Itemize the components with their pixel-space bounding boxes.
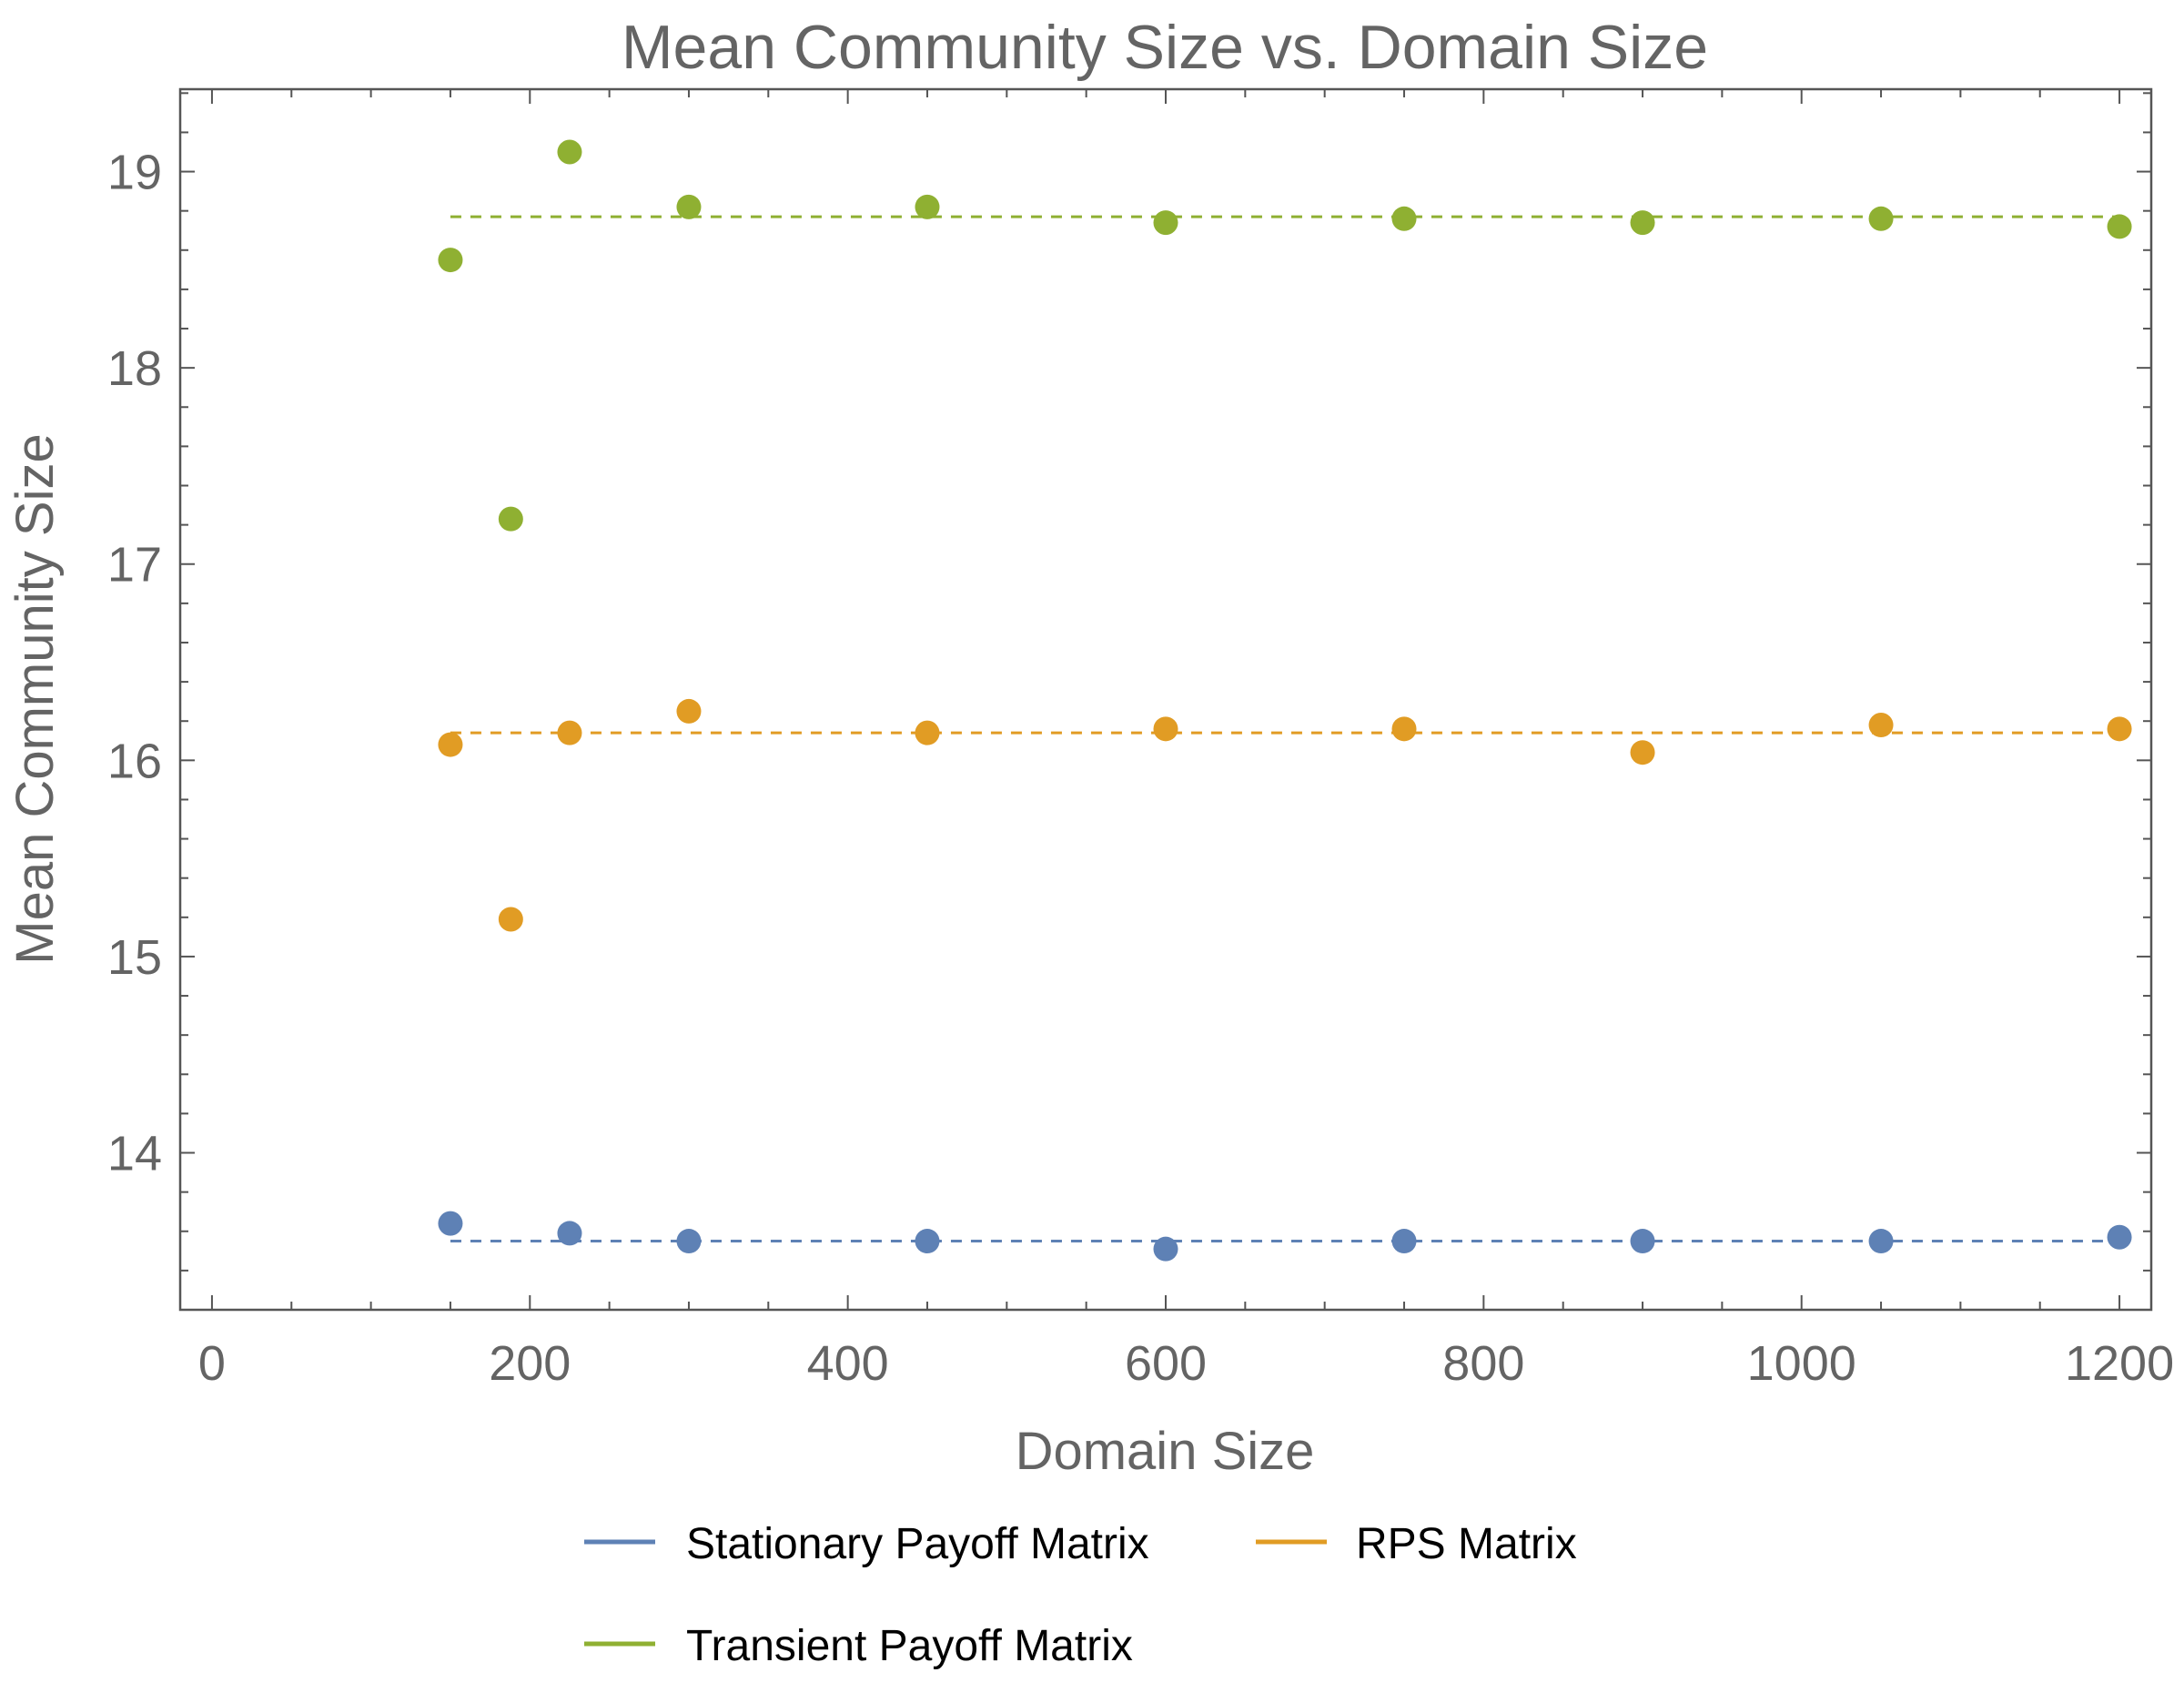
point-series-0 [1868,1229,1894,1254]
point-series-1 [915,720,940,745]
point-series-1 [1391,716,1417,742]
y-tick-label: 19 [107,146,162,200]
data-points [438,139,2132,1262]
x-axis-label: Domain Size [1016,1422,1315,1481]
y-axis-label: Mean Community Size [5,433,65,964]
y-tick-label: 14 [107,1127,162,1181]
y-tick-label: 18 [107,341,162,396]
point-series-0 [1153,1236,1178,1262]
point-series-0 [557,1221,582,1246]
point-series-2 [438,248,463,273]
point-series-1 [498,907,523,932]
x-tick-label: 1000 [1747,1336,1856,1391]
point-series-1 [676,698,702,724]
mean-lines [450,215,2120,1243]
point-series-2 [1630,210,1655,236]
point-series-1 [1153,716,1178,742]
point-series-0 [676,1229,702,1254]
axis-tick-labels: 0 200 400 600 800 1000 1200 14 15 16 17 18 19 [107,146,2174,1391]
x-tick-label: 600 [1125,1336,1207,1391]
legend: Stationary Payoff Matrix RPS Matrix Tran… [584,1520,1577,1670]
point-series-2 [498,506,523,532]
point-series-1 [557,720,582,745]
point-series-2 [1391,206,1417,231]
point-series-2 [676,194,702,219]
point-series-2 [2107,214,2132,239]
point-series-1 [1868,713,1894,738]
legend-item-transient: Transient Payoff Matrix [584,1622,1133,1670]
y-tick-label: 15 [107,930,162,985]
legend-label-stationary: Stationary Payoff Matrix [686,1520,1149,1568]
point-series-1 [438,732,463,757]
point-series-0 [915,1229,940,1254]
plot-frame [178,87,2153,1312]
point-series-1 [1630,740,1655,765]
point-series-0 [438,1211,463,1236]
point-series-0 [1391,1229,1417,1254]
legend-label-transient: Transient Payoff Matrix [686,1622,1133,1670]
x-tick-label: 400 [807,1336,889,1391]
legend-label-rps: RPS Matrix [1356,1520,1577,1568]
x-tick-label: 200 [489,1336,571,1391]
y-tick-label: 17 [107,538,162,593]
point-series-2 [557,139,582,165]
point-series-1 [2107,716,2132,742]
legend-item-rps: RPS Matrix [1256,1520,1577,1568]
point-series-0 [2107,1224,2132,1250]
y-tick-label: 16 [107,734,162,788]
x-tick-label: 800 [1442,1336,1524,1391]
point-series-2 [1868,206,1894,231]
point-series-2 [1153,210,1178,236]
axis-ticks [180,89,2151,1311]
point-series-0 [1630,1229,1655,1254]
x-tick-label: 1200 [2065,1336,2174,1391]
legend-item-stationary: Stationary Payoff Matrix [584,1520,1149,1568]
x-tick-label: 0 [198,1336,226,1391]
chart-title: Mean Community Size vs. Domain Size [622,13,1708,82]
point-series-2 [915,194,940,219]
